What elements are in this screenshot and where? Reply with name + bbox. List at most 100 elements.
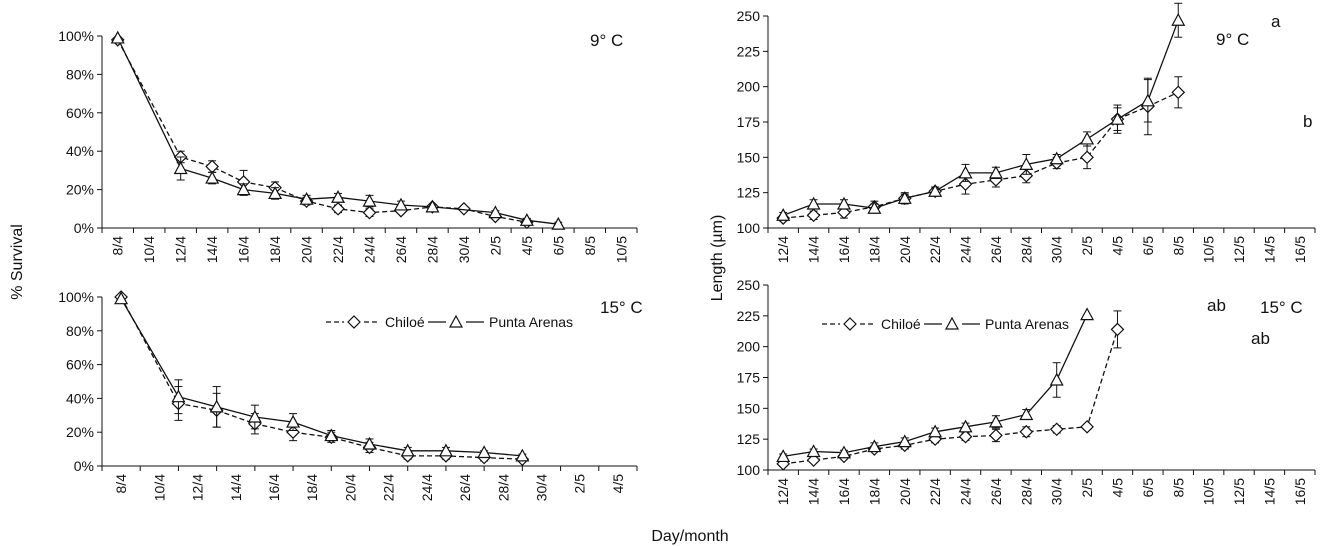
x-tick-label: 10/5	[613, 236, 629, 263]
data-point-triangle	[488, 205, 503, 219]
panel-survival-15c: 0% 20% 40% 60% 80% 100% 8/4 10/4 12/4 14/4 16/4 18/…	[58, 289, 643, 501]
y-tick-label: 40%	[66, 390, 94, 406]
x-tick-label: 4/5	[610, 474, 626, 494]
y-tick-label: 175	[737, 114, 761, 130]
data-point-diamond	[1080, 419, 1094, 434]
x-tick-label: 8/5	[582, 236, 598, 256]
x-tick-label: 8/5	[1170, 478, 1186, 498]
y-tick-label: 40%	[66, 143, 94, 159]
y-tick-label: 125	[737, 185, 761, 201]
temperature-label: 15° C	[600, 298, 643, 317]
x-tick-label: 4/5	[519, 236, 535, 256]
x-tick-label: 8/4	[110, 236, 126, 256]
x-tick-label: 10/4	[151, 474, 167, 501]
y-tick-label: 150	[737, 149, 761, 165]
panel-survival-9c: 0% 20% 40% 60% 80% 100% 8/4 10/4 12/4 14/4 16/4 18/…	[58, 28, 638, 263]
panel-length-9c: 100 125 150 175 200 225 250 12/4 14/4 16/4 18/4 20/…	[737, 2, 1316, 263]
data-point-triangle	[236, 182, 251, 196]
y-tick-label: 60%	[66, 357, 94, 373]
data-point-triangle	[1049, 151, 1064, 165]
y-tick-label: 200	[737, 79, 761, 95]
x-tick-label: 24/4	[362, 236, 378, 263]
x-tick-label: 22/4	[927, 478, 943, 505]
x-tick-label: 12/4	[173, 236, 189, 263]
data-point-triangle	[928, 184, 943, 197]
x-tick-label: 14/4	[806, 236, 822, 263]
data-point-diamond	[989, 428, 1003, 443]
x-tick-label: 18/4	[866, 478, 882, 505]
x-tick-label: 20/4	[342, 474, 358, 501]
data-point-triangle	[551, 216, 566, 230]
x-tick-label: 10/5	[1201, 478, 1217, 505]
x-tick-label: 24/4	[958, 236, 974, 263]
series-line-punta-arenas	[120, 298, 523, 457]
y-tick-label: 80%	[66, 323, 94, 339]
data-point-triangle	[286, 414, 301, 428]
data-point-triangle	[268, 186, 283, 200]
data-point-triangle	[867, 439, 882, 453]
data-point-triangle	[400, 443, 415, 457]
data-point-triangle	[958, 419, 973, 433]
series-line-chiloe	[117, 39, 528, 223]
x-tick-label: 28/4	[424, 236, 440, 263]
data-point-triangle	[1140, 93, 1155, 107]
data-point-diamond	[1049, 422, 1064, 437]
x-tick-label: 2/5	[572, 474, 588, 494]
data-point-triangle	[1080, 307, 1095, 321]
y-tick-label: 60%	[66, 105, 94, 121]
x-tick-label: 6/5	[550, 236, 566, 256]
x-tick-label: 28/4	[1018, 478, 1034, 505]
x-tick-label: 20/4	[299, 236, 315, 263]
legend-diamond-marker	[843, 317, 857, 331]
data-point-diamond	[1019, 424, 1034, 439]
x-tick-label: 18/4	[267, 236, 283, 263]
x-tick-label: 20/4	[897, 236, 913, 263]
data-point-diamond	[331, 201, 345, 216]
x-tick-label: 18/4	[304, 474, 320, 501]
data-point-triangle	[519, 213, 534, 226]
data-point-diamond	[1019, 168, 1034, 183]
data-point-triangle	[897, 434, 912, 448]
data-point-triangle	[477, 445, 492, 459]
x-tick-label: 2/5	[1079, 236, 1095, 256]
x-tick-label: 24/4	[958, 478, 974, 505]
y-tick-label: 175	[737, 370, 761, 386]
x-tick-label: 24/4	[419, 474, 435, 501]
y-tick-label: 225	[737, 308, 761, 324]
x-axis-label: Day/month	[651, 528, 728, 545]
legend-label-punta-arenas: Punta Arenas	[985, 316, 1069, 332]
data-point-triangle	[1049, 372, 1064, 386]
x-tick-label: 20/4	[897, 478, 913, 505]
legend-label-chiloe: Chiloé	[881, 316, 921, 332]
x-tick-label: 16/5	[1292, 236, 1308, 263]
y-tick-label: 100%	[58, 289, 94, 305]
y-tick-label: 80%	[66, 66, 94, 82]
legend-triangle-marker	[448, 314, 464, 328]
data-point-triangle	[1080, 131, 1095, 145]
data-point-triangle	[836, 445, 851, 459]
y-tick-label: 20%	[66, 182, 94, 198]
y-tick-label: 100	[737, 220, 761, 236]
data-point-triangle	[114, 291, 129, 305]
data-point-triangle	[324, 428, 339, 442]
x-tick-label: 26/4	[457, 474, 473, 501]
data-point-triangle	[209, 399, 224, 413]
data-point-diamond	[1171, 85, 1186, 100]
data-point-diamond	[205, 159, 219, 174]
data-point-triangle	[1171, 12, 1186, 26]
data-point-triangle	[776, 449, 791, 463]
x-tick-label: 22/4	[927, 236, 943, 263]
x-tick-label: 12/4	[775, 236, 791, 263]
x-tick-label: 30/4	[533, 474, 549, 501]
data-point-triangle	[110, 30, 125, 44]
data-point-diamond	[457, 201, 471, 216]
data-point-diamond	[837, 205, 851, 220]
y-axis-label-survival: % Survival	[9, 224, 26, 300]
data-point-diamond	[362, 205, 377, 220]
series-line-chiloe	[783, 329, 1119, 465]
x-tick-label: 16/4	[266, 474, 282, 501]
y-tick-label: 225	[737, 43, 761, 59]
y-tick-label: 20%	[66, 424, 94, 440]
data-point-triangle	[362, 436, 377, 450]
